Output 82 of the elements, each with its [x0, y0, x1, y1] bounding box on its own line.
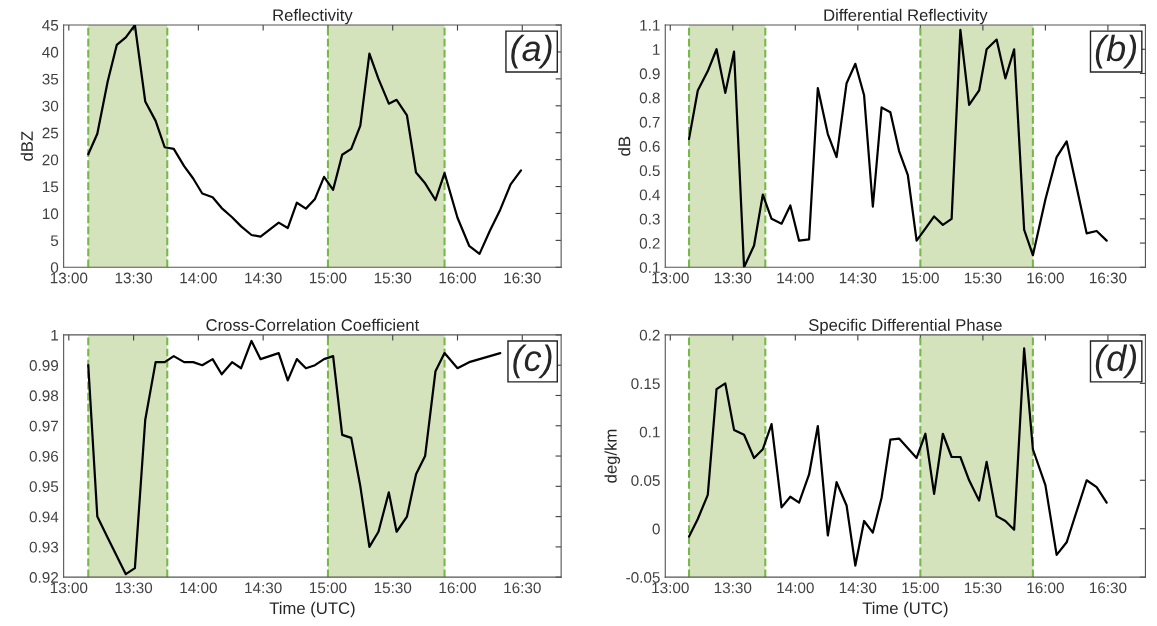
y-tick-label: 10: [42, 208, 59, 220]
y-tick-label: 0.9: [639, 68, 660, 80]
x-tick-label: 14:30: [245, 272, 282, 284]
x-tick-label: 14:30: [839, 272, 877, 284]
x-tick-label: 15:00: [902, 272, 939, 284]
x-tick-label: 15:30: [374, 582, 412, 594]
x-tick-label: 16:30: [504, 582, 541, 594]
y-tick-label: 0.99: [29, 360, 59, 371]
y-tick-label: 0.2: [639, 237, 660, 249]
x-tick-label: 16:00: [439, 582, 477, 594]
y-tick-label: 1: [653, 44, 660, 55]
y-tick-label: 5: [50, 235, 59, 247]
y-tick-label: 0.7: [639, 116, 660, 128]
x-tick-label: 14:00: [180, 272, 217, 284]
y-tick-label: 0.05: [631, 475, 660, 486]
x-tick-label: 16:30: [1089, 582, 1127, 594]
y-tick-label: 0.94: [29, 511, 59, 523]
y-tick-label: 15: [42, 181, 59, 193]
x-tick-label: 13:00: [50, 582, 88, 594]
y-tick-label: 0.5: [639, 165, 660, 177]
annotation: (a): [511, 34, 552, 69]
x-tick-label: 16:00: [1027, 272, 1064, 284]
y-tick-label: 0: [652, 523, 660, 535]
x-tick-label: 14:00: [777, 272, 814, 284]
line-series: [87, 339, 502, 576]
chart-title: Cross-Correlation Coefficient: [206, 318, 420, 331]
y-tick-label: 30: [42, 100, 59, 112]
x-tick-label: 15:00: [309, 582, 347, 594]
y-tick-label: 1.1: [640, 20, 660, 31]
x-tick-label: 13:30: [115, 582, 153, 594]
y-tick-label: 45: [42, 20, 59, 31]
x-axis-title: Time (UTC): [269, 601, 355, 618]
x-tick-label: 14:00: [777, 582, 814, 594]
x-tick-label: 16:00: [1027, 582, 1064, 594]
y-tick-label: 0.1: [639, 262, 660, 273]
y-tick-label: 25: [42, 127, 59, 139]
x-tick-label: 15:30: [964, 272, 1002, 284]
y-tick-label: 0.92: [29, 572, 59, 583]
y-tick-label: 0.93: [29, 541, 59, 553]
y-tick-label: -0.05: [626, 572, 660, 583]
y-tick-label: 0.6: [639, 141, 660, 152]
annotation: (b): [1095, 34, 1137, 69]
y-axis-title: deg/km: [604, 429, 621, 483]
y-tick-label: 0.97: [29, 420, 59, 432]
y-tick-label: 0.3: [639, 213, 660, 225]
y-tick-label: 0.2: [639, 329, 660, 341]
x-tick-label: 15:30: [374, 272, 412, 284]
y-tick-label: 0.96: [29, 450, 59, 462]
x-tick-label: 13:00: [652, 272, 689, 284]
x-tick-label: 14:30: [839, 582, 877, 594]
x-tick-label: 13:30: [115, 272, 153, 284]
y-tick-label: 0.1: [639, 426, 660, 438]
x-axis-title: Time (UTC): [862, 601, 948, 618]
x-tick-label: 13:00: [652, 582, 689, 594]
y-axis-title: dB: [618, 136, 631, 156]
x-tick-label: 13:00: [50, 272, 88, 284]
x-tick-label: 14:30: [245, 582, 282, 594]
chart-title: Reflectivity: [273, 8, 353, 25]
x-tick-label: 16:30: [504, 272, 541, 284]
x-tick-label: 15:00: [902, 582, 939, 594]
x-tick-label: 14:00: [180, 582, 217, 594]
annotation: (c): [513, 344, 552, 379]
y-tick-label: 0.95: [29, 481, 59, 493]
y-tick-label: 40: [42, 46, 59, 58]
x-tick-label: 13:30: [714, 582, 752, 594]
x-tick-label: 15:30: [964, 582, 1002, 594]
x-tick-label: 15:00: [309, 272, 347, 284]
annotation: (d): [1095, 344, 1137, 379]
y-tick-label: 0.98: [29, 390, 59, 402]
y-tick-label: 20: [42, 154, 59, 166]
y-tick-label: 0.8: [639, 92, 660, 104]
x-tick-label: 16:00: [439, 272, 477, 284]
x-tick-label: 13:30: [714, 272, 752, 284]
y-tick-label: 0: [50, 262, 59, 273]
chart-title: Specific Differential Phase: [808, 318, 1002, 335]
y-tick-label: 0.4: [639, 189, 660, 201]
y-tick-label: 0.15: [631, 378, 660, 390]
y-tick-label: 1: [51, 329, 59, 341]
chart-title: Differential Reflectivity: [824, 8, 988, 25]
y-axis-title: dBZ: [20, 131, 33, 161]
x-tick-label: 16:30: [1089, 272, 1127, 284]
y-tick-label: 35: [42, 73, 59, 85]
